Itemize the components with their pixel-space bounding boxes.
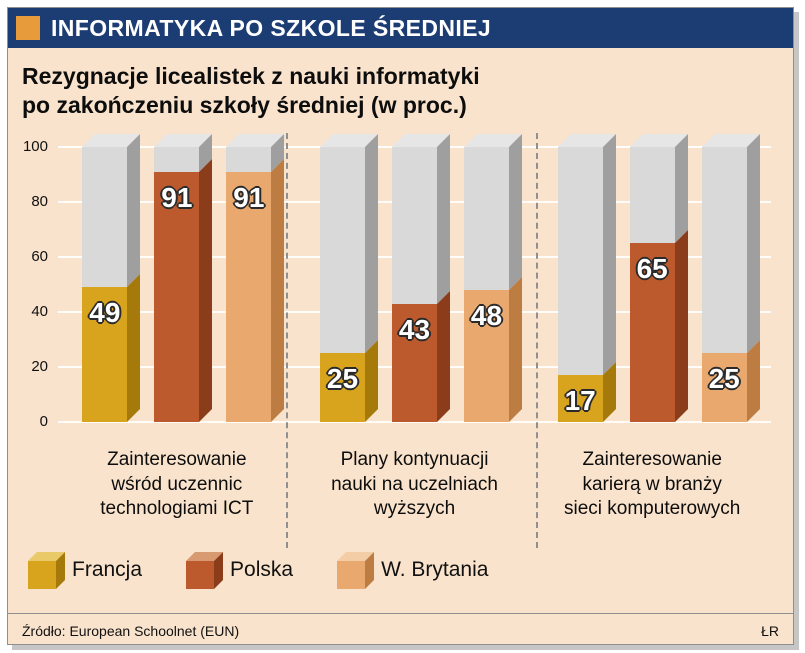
y-tick-40: 40 bbox=[31, 302, 48, 320]
bar-francja-group-3: 17 bbox=[557, 133, 616, 422]
credit-text: ŁR bbox=[761, 622, 779, 639]
chart-body: Rezygnacje licealistek z nauki informaty… bbox=[8, 48, 793, 639]
legend-cube-w-brytania-icon bbox=[337, 551, 375, 589]
bar-francja-group-1: 49 bbox=[82, 133, 141, 422]
bar-side-face bbox=[271, 133, 285, 422]
legend-item-w-brytania: W. Brytania bbox=[337, 551, 489, 589]
bar-front-face bbox=[392, 146, 437, 422]
bar-value-label: 25 bbox=[708, 362, 740, 394]
bar-group-1: 49 91 91 bbox=[58, 133, 296, 422]
chart-title-line2: po zakończeniu szkoły średniej (w proc.) bbox=[22, 92, 467, 119]
bar-front-face bbox=[154, 146, 200, 422]
category-labels: Zainteresowanie wśród uczennic technolog… bbox=[58, 448, 771, 522]
legend-label-francja: Francja bbox=[72, 558, 143, 582]
chart-title: Rezygnacje licealistek z nauki informaty… bbox=[22, 62, 779, 121]
y-tick-100: 100 bbox=[22, 137, 48, 155]
category-label-1: Zainteresowanie wśród uczennic technolog… bbox=[100, 448, 254, 520]
group-separator-1 bbox=[286, 132, 289, 548]
legend-item-polska: Polska bbox=[186, 551, 294, 589]
bar-side-face bbox=[437, 133, 450, 422]
y-tick-20: 20 bbox=[31, 357, 48, 375]
bar-side-face bbox=[365, 133, 378, 422]
header-title: INFORMATYKA PO SZKOLE ŚREDNIEJ bbox=[51, 14, 492, 41]
gridline-0 bbox=[58, 420, 771, 423]
category-label-3: Zainteresowanie karierą w branży sieci k… bbox=[564, 448, 741, 520]
infographic-card: INFORMATYKA PO SZKOLE ŚREDNIEJ Rezygnacj… bbox=[7, 7, 794, 645]
footer: Źródło: European Schoolnet (EUN) ŁR bbox=[8, 612, 793, 639]
y-tick-0: 0 bbox=[39, 412, 48, 430]
chart-zone: 100 80 60 40 20 0 49 91 91 25 43 48 17 65 25 Z… bbox=[22, 132, 779, 548]
legend-cube-francja-icon bbox=[28, 551, 65, 589]
chart-title-line1: Rezygnacje licealistek z nauki informaty… bbox=[22, 63, 480, 89]
bar-side-face bbox=[509, 133, 522, 422]
bar-value-label: 48 bbox=[470, 299, 503, 331]
group-separator-2 bbox=[535, 132, 538, 548]
legend-label-w-brytania: W. Brytania bbox=[381, 558, 489, 582]
bar-side-face bbox=[674, 133, 688, 422]
bar-value-label: 49 bbox=[89, 296, 121, 328]
plot-area: 100 80 60 40 20 0 49 91 91 25 43 48 17 65 25 bbox=[23, 132, 771, 548]
bar-w-brytania-group-3: 25 bbox=[701, 133, 760, 422]
bar-polska-group-1: 91 bbox=[154, 133, 213, 422]
bar-side-face bbox=[127, 133, 141, 422]
bar-front-face bbox=[226, 146, 272, 422]
bar-value-label: 17 bbox=[564, 384, 596, 416]
cube-front-face bbox=[186, 560, 215, 589]
bar-side-face bbox=[199, 133, 213, 422]
bar-group-3: 17 65 25 bbox=[533, 133, 771, 422]
bar-value-label: 91 bbox=[161, 181, 193, 213]
bar-group-2: 25 43 48 bbox=[296, 133, 534, 422]
bar-groups: 49 91 91 25 43 48 17 65 25 bbox=[58, 133, 771, 422]
bar-front-face bbox=[320, 146, 365, 422]
source-text: Źródło: European Schoolnet (EUN) bbox=[22, 622, 240, 639]
bar-value-label: 91 bbox=[233, 181, 265, 213]
bar-value-label: 25 bbox=[326, 362, 359, 394]
bar-value-label: 65 bbox=[636, 252, 668, 284]
y-axis: 100 80 60 40 20 0 bbox=[14, 138, 52, 430]
legend-cube-polska-icon bbox=[186, 551, 224, 589]
bar-value-label: 43 bbox=[398, 313, 431, 345]
legend: Francja Polska W. Brytania bbox=[22, 551, 779, 589]
bar-front-face bbox=[701, 146, 747, 422]
y-tick-80: 80 bbox=[31, 192, 48, 210]
bar-francja-group-2: 25 bbox=[320, 133, 378, 422]
legend-label-polska: Polska bbox=[230, 558, 294, 582]
bar-polska-group-3: 65 bbox=[629, 133, 688, 422]
bar-front-face bbox=[464, 146, 509, 422]
category-label-2: Plany kontynuacji nauki na uczelniach wy… bbox=[331, 448, 498, 520]
header-bar: INFORMATYKA PO SZKOLE ŚREDNIEJ bbox=[8, 8, 793, 48]
bar-polska-group-2: 43 bbox=[392, 133, 450, 422]
legend-item-francja: Francja bbox=[28, 551, 143, 589]
bar-w-brytania-group-1: 91 bbox=[226, 133, 285, 422]
y-tick-60: 60 bbox=[31, 247, 48, 265]
cube-front-face bbox=[337, 560, 366, 589]
bar-front-face bbox=[557, 146, 603, 422]
accent-square-icon bbox=[16, 16, 40, 40]
bar-side-face bbox=[746, 133, 760, 422]
bar-side-face bbox=[602, 133, 616, 422]
bar-front-face bbox=[629, 146, 675, 422]
bar-w-brytania-group-2: 48 bbox=[464, 133, 522, 422]
cube-front-face bbox=[28, 560, 56, 589]
bar-front-face bbox=[82, 146, 128, 422]
